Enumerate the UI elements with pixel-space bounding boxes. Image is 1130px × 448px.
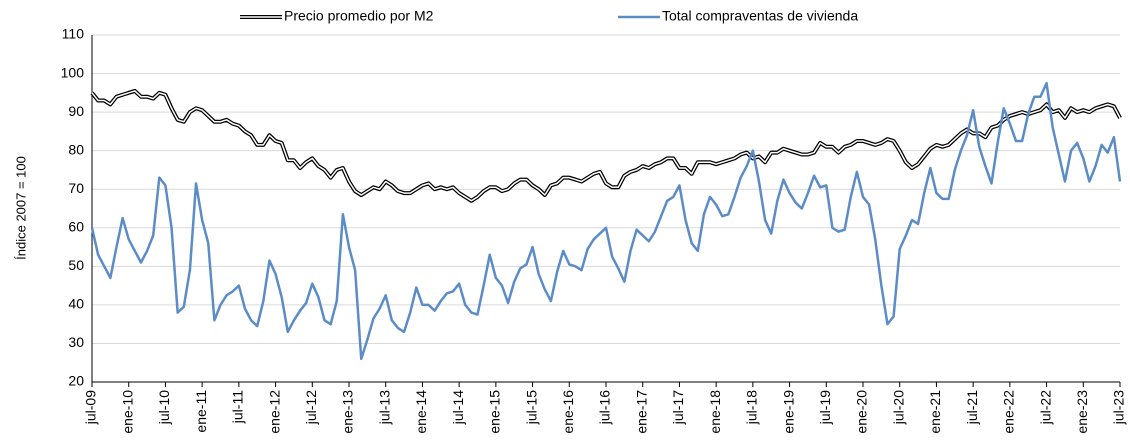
x-tick-label: ene-12 bbox=[266, 390, 282, 434]
x-tick-label: jul-13 bbox=[376, 390, 392, 425]
x-tick-label: ene-19 bbox=[780, 390, 796, 434]
x-tick-label: ene-14 bbox=[413, 390, 429, 434]
x-tick-label: jul-23 bbox=[1111, 390, 1127, 425]
x-tick-label: jul-19 bbox=[817, 390, 833, 425]
y-tick-label: 90 bbox=[68, 103, 84, 119]
x-tick-label: ene-18 bbox=[707, 390, 723, 434]
x-tick-label: ene-22 bbox=[1001, 390, 1017, 434]
y-tick-label: 40 bbox=[68, 296, 84, 312]
x-tick-label: jul-16 bbox=[597, 390, 613, 425]
x-tick-label: ene-13 bbox=[340, 390, 356, 434]
y-tick-label: 100 bbox=[61, 64, 85, 80]
x-tick-label: jul-22 bbox=[1037, 390, 1053, 425]
x-tick-label: ene-10 bbox=[119, 390, 135, 434]
y-tick-label: 60 bbox=[68, 218, 84, 234]
y-tick-label: 50 bbox=[68, 257, 84, 273]
x-tick-label: ene-20 bbox=[854, 390, 870, 434]
x-tick-label: jul-15 bbox=[523, 390, 539, 425]
x-tick-label: jul-20 bbox=[890, 390, 906, 425]
x-tick-label: ene-21 bbox=[927, 390, 943, 434]
x-tick-label: jul-11 bbox=[230, 390, 246, 424]
x-tick-label: ene-11 bbox=[193, 390, 209, 433]
x-tick-label: jul-17 bbox=[670, 390, 686, 425]
y-tick-label: 70 bbox=[68, 180, 84, 196]
x-tick-label: jul-14 bbox=[450, 390, 466, 425]
line-inner bbox=[91, 90, 1121, 202]
y-tick-label: 80 bbox=[68, 141, 84, 157]
y-tick-label: 20 bbox=[68, 373, 84, 389]
y-axis-label: Índice 2007 = 100 bbox=[13, 156, 28, 260]
x-tick-label: jul-10 bbox=[156, 390, 172, 425]
x-tick-label: jul-21 bbox=[964, 390, 980, 425]
x-tick-label: jul-18 bbox=[744, 390, 760, 425]
y-tick-label: 30 bbox=[68, 334, 84, 350]
x-tick-label: ene-17 bbox=[633, 390, 649, 434]
x-tick-label: ene-23 bbox=[1074, 390, 1090, 434]
y-tick-label: 110 bbox=[62, 26, 85, 42]
x-tick-label: ene-15 bbox=[487, 390, 503, 434]
x-tick-label: ene-16 bbox=[560, 390, 576, 434]
legend-label: Precio promedio por M2 bbox=[284, 8, 434, 24]
x-tick-label: jul-09 bbox=[83, 390, 99, 425]
line bbox=[90, 81, 1122, 361]
legend-label: Total compraventas de vivienda bbox=[662, 8, 858, 24]
x-tick-label: jul-12 bbox=[303, 390, 319, 425]
